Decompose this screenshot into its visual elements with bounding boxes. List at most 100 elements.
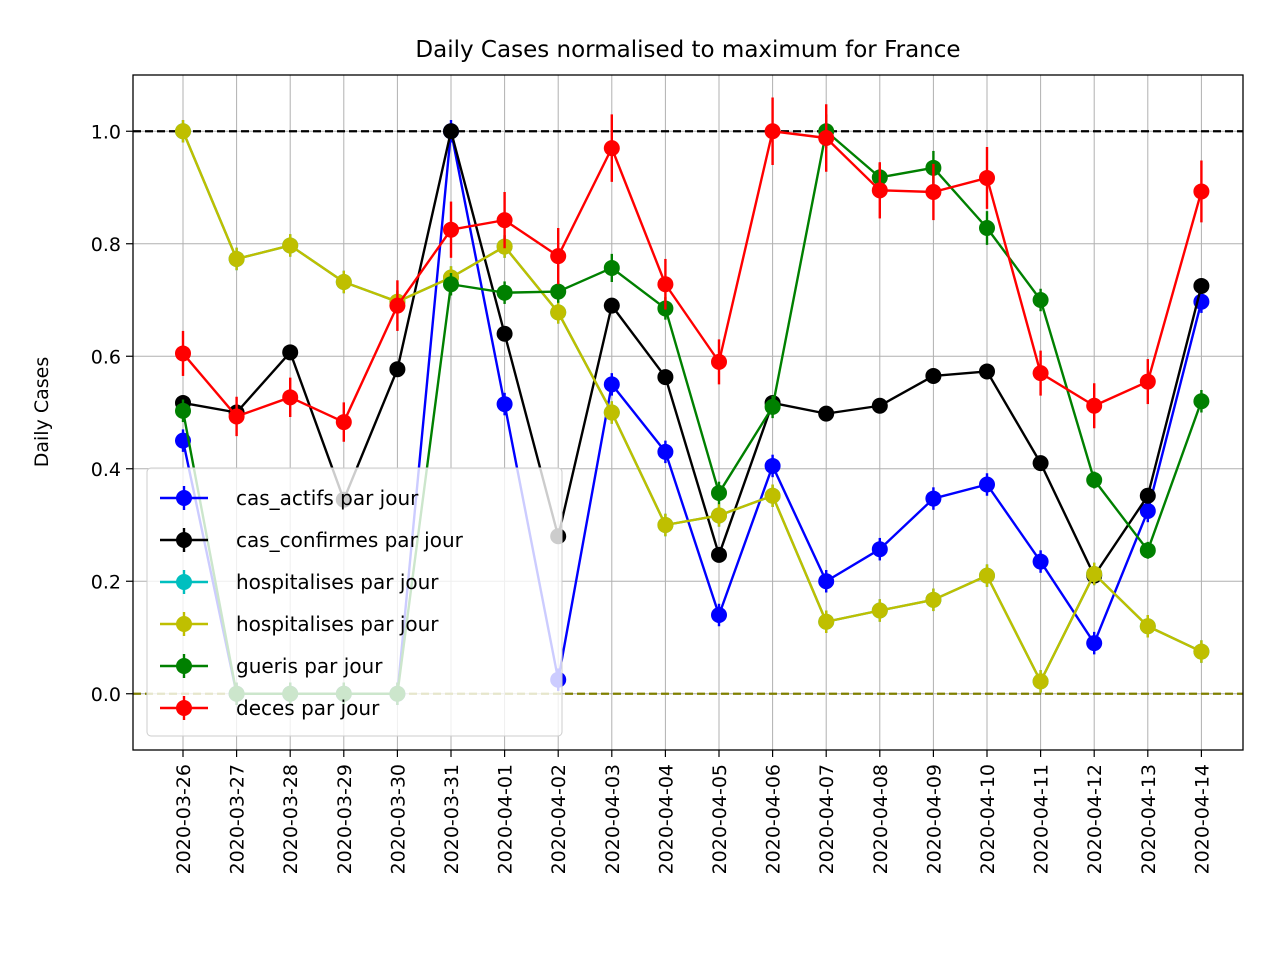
data-point (443, 221, 459, 238)
series-line (181, 130, 1202, 683)
data-point (1032, 553, 1049, 570)
series (175, 97, 1210, 442)
data-point (175, 345, 191, 362)
data-point (871, 182, 888, 199)
legend-marker (176, 532, 192, 548)
data-point (925, 367, 942, 384)
x-tick-label: 2020-04-08 (870, 764, 892, 874)
data-point (389, 297, 406, 314)
data-point (443, 123, 459, 140)
data-point (1032, 455, 1049, 472)
x-tick-label: 2020-03-29 (334, 764, 356, 874)
y-ticks: 0.0 0.2 0.4 0.6 0.8 1.0 (91, 121, 133, 706)
legend-label: cas_actifs par jour (236, 486, 419, 510)
data-point (764, 457, 781, 474)
data-point (1032, 292, 1049, 308)
legend-label: deces par jour (236, 696, 380, 720)
data-point (335, 274, 352, 290)
data-point (603, 297, 620, 314)
x-tick-label: 2020-04-14 (1191, 764, 1213, 874)
data-point (496, 396, 513, 413)
x-ticks: 2020-03-26 2020-03-27 2020-03-28 2020-03-29… (173, 750, 1213, 874)
data-point (550, 248, 567, 265)
data-point (228, 408, 245, 425)
data-point (1086, 635, 1103, 652)
series-layer (175, 97, 1210, 705)
y-tick-label: 0.8 (91, 234, 121, 256)
data-point (228, 250, 245, 267)
series-line (182, 130, 1203, 424)
x-tick-label: 2020-04-05 (709, 764, 731, 874)
data-point (1193, 183, 1210, 200)
x-tick-label: 2020-04-09 (923, 764, 945, 874)
data-point (1139, 502, 1156, 519)
data-point (979, 363, 995, 380)
data-point (603, 259, 620, 276)
data-point (282, 344, 299, 361)
data-point (871, 541, 888, 558)
data-point (979, 567, 995, 584)
x-tick-label: 2020-03-30 (387, 764, 409, 874)
legend: cas_actifs par jour cas_confirmes par jou… (146, 467, 563, 737)
x-tick-label: 2020-04-03 (602, 764, 624, 874)
plot-frame (132, 74, 1244, 751)
data-point (443, 276, 459, 293)
data-point (818, 573, 835, 590)
x-tick-label: 2020-04-11 (1031, 764, 1053, 874)
data-point (711, 607, 727, 623)
data-point (764, 123, 781, 140)
data-point (657, 276, 674, 293)
data-point (389, 361, 406, 378)
x-tick-label: 2020-03-28 (280, 764, 302, 874)
x-tick-label: 2020-04-07 (816, 764, 838, 874)
x-tick-label: 2020-03-31 (441, 764, 463, 874)
data-point (1193, 277, 1210, 294)
legend-label: cas_confirmes par jour (236, 528, 464, 552)
data-point (657, 517, 674, 533)
data-point (603, 140, 620, 157)
x-tick-label: 2020-04-04 (655, 764, 677, 874)
x-tick-label: 2020-03-27 (227, 764, 249, 874)
data-point (818, 405, 835, 422)
data-point (711, 484, 727, 501)
data-point (818, 613, 835, 630)
data-point (550, 304, 567, 321)
legend-label: hospitalises par jour (236, 612, 439, 636)
x-tick-label: 2020-04-12 (1084, 764, 1106, 874)
data-point (496, 284, 513, 301)
data-point (1032, 673, 1049, 690)
data-point (1086, 565, 1103, 582)
y-tick-label: 1.0 (91, 121, 121, 143)
data-point (657, 443, 674, 460)
legend-marker (176, 616, 192, 632)
data-point (925, 490, 942, 507)
x-tick-label: 2020-03-26 (173, 764, 195, 874)
legend-marker (176, 490, 192, 506)
data-point (175, 402, 191, 419)
data-point (496, 325, 513, 342)
data-point (1193, 643, 1210, 660)
data-point (603, 376, 620, 393)
data-point (764, 487, 781, 504)
data-point (711, 546, 727, 563)
data-point (335, 414, 352, 431)
data-point (1139, 487, 1156, 504)
data-point (603, 404, 620, 421)
y-tick-label: 0.4 (91, 459, 121, 481)
data-point (979, 476, 995, 493)
data-point (764, 398, 781, 415)
data-point (175, 123, 191, 140)
data-point (871, 602, 888, 619)
data-point (818, 130, 835, 146)
x-tick-label: 2020-04-06 (763, 764, 785, 874)
y-tick-label: 0.2 (91, 571, 121, 593)
data-point (657, 369, 674, 386)
data-point (711, 353, 727, 370)
legend-marker (176, 574, 192, 590)
data-point (282, 237, 299, 254)
y-tick-label: 0.6 (91, 346, 121, 368)
x-tick-label: 2020-04-10 (977, 764, 999, 874)
data-point (282, 389, 299, 406)
data-point (1086, 472, 1103, 488)
